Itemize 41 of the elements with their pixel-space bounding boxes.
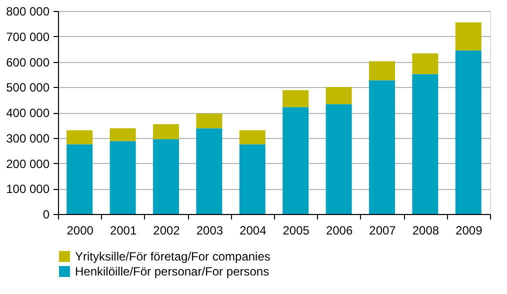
x-tick-label: 2005	[282, 224, 310, 238]
y-tick-label: 400 000	[6, 106, 50, 120]
bar	[326, 104, 352, 214]
bar	[196, 128, 222, 214]
bar	[369, 61, 395, 80]
bar	[110, 128, 136, 142]
y-tick-label: 500 000	[6, 80, 50, 95]
bar	[455, 22, 482, 50]
y-tick-label: 200 000	[6, 156, 50, 171]
y-tick-label: 100 000	[6, 182, 50, 196]
x-tick-label: 2006	[326, 224, 353, 238]
legend-label: Yrityksille/För företag/For companies	[75, 250, 270, 264]
y-tick-label: 700 000	[6, 30, 50, 44]
bar	[412, 74, 438, 214]
x-tick-label: 2000	[66, 224, 94, 238]
bar	[326, 87, 352, 104]
y-tick-label: 800 000	[6, 4, 50, 18]
bar	[153, 124, 179, 140]
x-tick-label: 2004	[240, 224, 267, 238]
bar	[153, 139, 179, 214]
x-tick-label: 2001	[110, 224, 137, 238]
y-tick-label: 300 000	[6, 131, 50, 146]
x-tick-label: 2007	[369, 224, 396, 238]
x-tick-label: 2009	[456, 224, 483, 238]
y-tick-label: 0	[42, 208, 50, 222]
x-tick-label: 2008	[412, 224, 440, 238]
bar	[66, 144, 93, 214]
bar	[110, 141, 136, 214]
bar	[369, 80, 395, 214]
bar	[412, 53, 438, 74]
bar	[239, 130, 266, 144]
bar	[239, 144, 266, 214]
bar	[66, 130, 93, 144]
bar	[455, 50, 482, 214]
legend-label: Henkilöille/För personar/For persons	[75, 264, 270, 278]
y-tick-label: 600 000	[6, 55, 50, 70]
x-tick-label: 2003	[196, 224, 224, 238]
bar	[282, 90, 309, 108]
bar	[196, 114, 222, 128]
bar	[282, 107, 309, 214]
x-tick-label: 2002	[153, 224, 180, 238]
